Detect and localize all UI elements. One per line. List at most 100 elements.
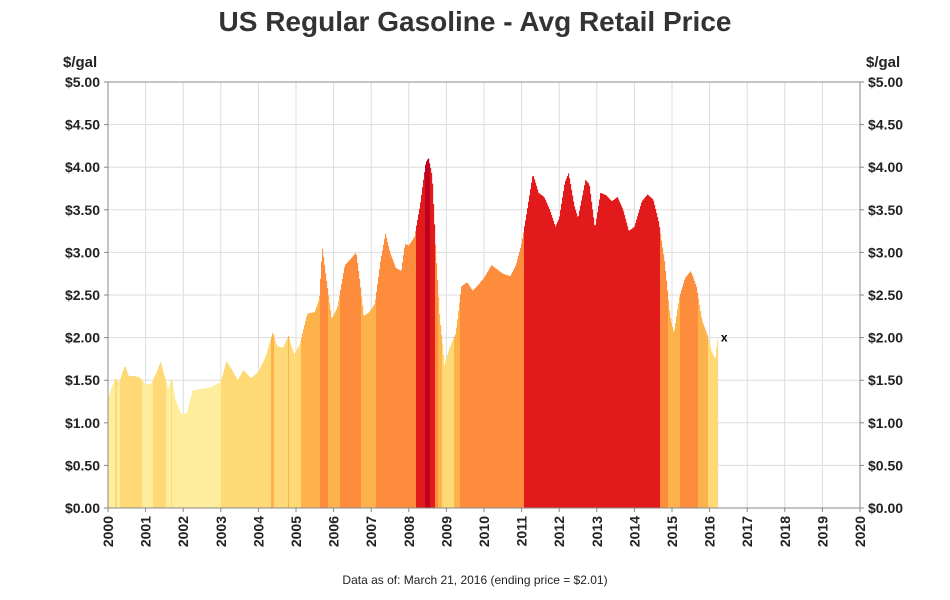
price-column [430, 168, 432, 509]
y-tick-label-left: $0.50 [65, 457, 100, 473]
price-column [533, 176, 535, 508]
price-column [673, 331, 675, 508]
price-column [122, 372, 124, 508]
price-column [407, 244, 409, 509]
price-column [238, 378, 240, 508]
price-column [522, 238, 524, 508]
price-column [142, 380, 144, 508]
price-column [658, 221, 660, 508]
price-column [370, 310, 372, 508]
price-column [359, 278, 361, 508]
price-column [267, 350, 269, 508]
price-column [665, 270, 667, 508]
price-column [277, 346, 279, 508]
price-column [128, 375, 130, 508]
price-column [469, 285, 471, 508]
price-column [271, 336, 273, 508]
price-column [481, 280, 483, 508]
price-column [693, 278, 695, 508]
price-column [632, 228, 634, 508]
price-column [166, 383, 168, 508]
price-column [644, 198, 646, 508]
x-tick-label: 2020 [852, 516, 868, 547]
price-column [617, 197, 619, 508]
y-tick-label-right: $1.50 [868, 372, 903, 388]
price-column [347, 262, 349, 508]
price-column [551, 214, 553, 508]
price-column [441, 334, 443, 508]
price-column [610, 199, 612, 509]
price-column [270, 340, 272, 508]
price-column [590, 193, 592, 508]
price-column [130, 375, 132, 508]
price-column [240, 375, 242, 508]
price-column [436, 263, 438, 508]
price-column [139, 377, 141, 508]
price-column [586, 181, 588, 508]
price-column [667, 290, 669, 508]
price-column [415, 231, 417, 508]
price-column [655, 208, 657, 508]
price-column [686, 276, 688, 508]
price-column [574, 206, 576, 509]
price-column [478, 284, 480, 508]
price-column [540, 194, 542, 508]
price-column [698, 298, 700, 508]
price-column [323, 256, 325, 508]
price-column [553, 220, 555, 509]
price-column [482, 279, 484, 508]
price-column [414, 236, 416, 509]
price-column [274, 337, 276, 508]
price-column [494, 267, 496, 508]
price-column [702, 321, 704, 508]
price-column [634, 226, 636, 508]
price-column [440, 324, 442, 508]
price-column [645, 196, 647, 508]
price-column [260, 367, 262, 508]
price-column [390, 253, 392, 508]
price-column [316, 307, 318, 508]
price-column [368, 312, 370, 508]
price-column [423, 179, 425, 508]
price-column [633, 227, 635, 508]
price-column [503, 273, 505, 508]
y-tick-label-left: $1.50 [65, 372, 100, 388]
price-column [419, 208, 421, 508]
price-column [699, 304, 701, 508]
price-column [276, 344, 278, 508]
price-column [337, 306, 339, 508]
price-column [582, 195, 584, 508]
price-column [391, 256, 393, 508]
price-column [314, 312, 316, 508]
price-column [615, 198, 617, 508]
price-column [110, 390, 112, 508]
price-column [360, 287, 362, 508]
price-column [567, 175, 569, 508]
price-column [135, 376, 137, 508]
price-column [412, 239, 414, 509]
price-column [172, 381, 174, 508]
price-column [256, 373, 258, 508]
price-column [112, 385, 114, 508]
x-tick-label: 2014 [626, 516, 642, 547]
price-column [361, 296, 363, 508]
price-column [461, 286, 463, 508]
price-column [245, 372, 247, 508]
price-column [239, 376, 241, 508]
price-column [384, 239, 386, 509]
price-column [697, 292, 699, 508]
price-column [484, 277, 486, 508]
price-column [376, 291, 378, 508]
price-column [531, 182, 533, 508]
price-column [641, 202, 643, 508]
price-column [495, 268, 497, 508]
price-column [593, 217, 595, 508]
price-column [336, 309, 338, 508]
y-tick-label-left: $4.50 [65, 117, 100, 133]
price-column [230, 367, 232, 508]
price-column [341, 284, 343, 508]
price-column [317, 304, 319, 508]
price-column [575, 209, 577, 508]
price-column [220, 382, 222, 508]
price-column [348, 261, 350, 508]
